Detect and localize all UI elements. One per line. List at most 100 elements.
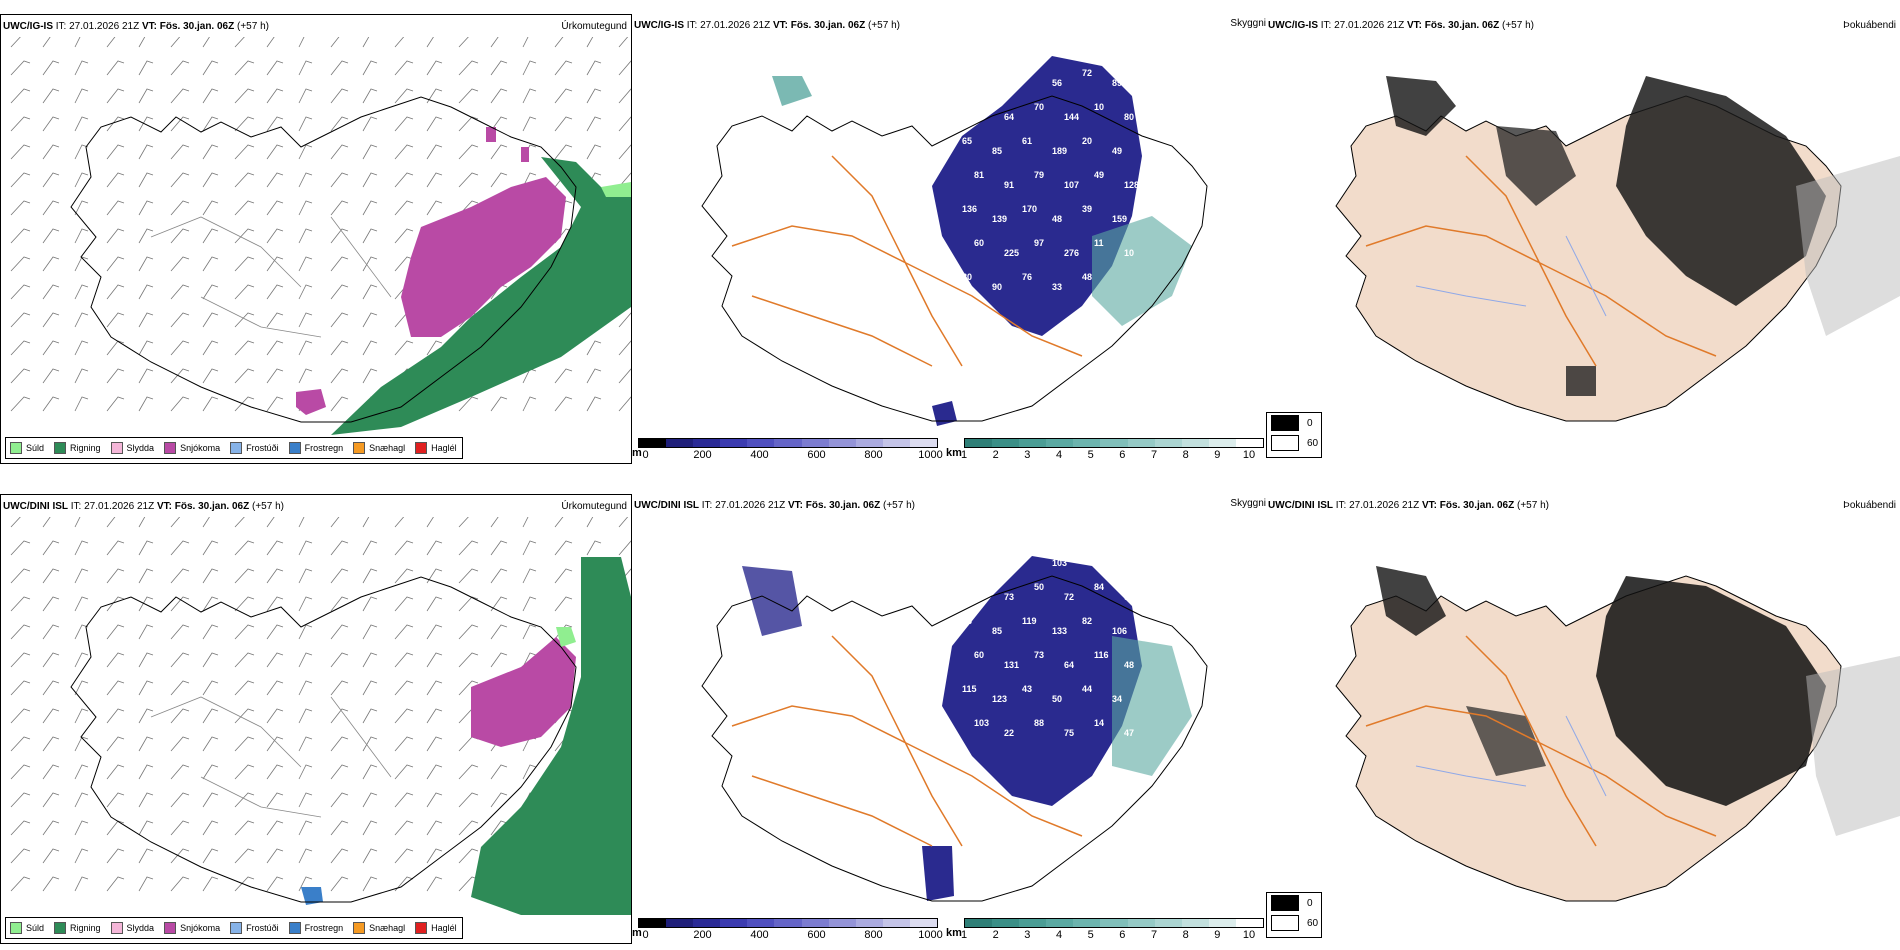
wind-barb [10, 517, 21, 528]
wind-barb [330, 596, 349, 612]
colorbar-swatch [639, 439, 667, 447]
wind-barb [362, 256, 378, 272]
wind-barb [394, 37, 405, 48]
wind-barb [106, 624, 125, 640]
wind-barb [202, 228, 219, 244]
fog-title-top: Þokuábendi [1843, 20, 1896, 31]
wind-barb [298, 172, 313, 188]
wind-barb [202, 60, 219, 76]
wind-barb [490, 517, 499, 528]
colorbar-swatch [965, 919, 993, 927]
wind-barb [42, 284, 60, 300]
wind-barb [554, 37, 564, 48]
wind-barb [394, 624, 414, 640]
legend-item: Snjókoma [164, 442, 220, 454]
wind-barb [170, 876, 190, 892]
wind-barb [138, 200, 154, 216]
wind-barb [330, 60, 349, 76]
wind-barb [618, 172, 631, 188]
wind-barb [458, 37, 469, 48]
ceiling-value-label: 123 [992, 694, 1007, 704]
wind-barb [298, 116, 313, 132]
wind-barb [554, 88, 573, 104]
colorbar-tick-label: 6 [1119, 929, 1126, 941]
wind-barb [202, 540, 219, 556]
ceiling-value-label: 107 [962, 548, 977, 558]
wind-barb [10, 540, 31, 556]
wind-barb [42, 340, 60, 356]
wind-barb [74, 284, 89, 300]
wind-barb [362, 200, 378, 216]
ceiling-value-label: 20 [1082, 136, 1092, 146]
ceiling-value-label: 170 [1022, 204, 1037, 214]
wind-barb [202, 708, 219, 724]
wind-barb [266, 396, 284, 412]
wind-barb [394, 144, 414, 160]
wind-barb [106, 200, 125, 216]
ceiling-header-bottom: UWC/DINI ISL IT: 27.01.2026 21Z VT: Fös.… [634, 500, 915, 511]
wind-barb [458, 624, 479, 640]
wind-barb [10, 340, 31, 356]
wind-barb [138, 37, 146, 48]
wind-barb [234, 736, 255, 752]
colorbar-swatch [1181, 919, 1209, 927]
wind-barb [394, 88, 414, 104]
wind-barb [138, 144, 154, 160]
ceiling-value-label: 84 [1094, 582, 1104, 592]
wind-barb [170, 517, 181, 528]
ceiling-value-label: 116 [1094, 650, 1109, 660]
ceiling-value-label: 189 [1052, 146, 1067, 156]
legend-item: Slydda [110, 922, 154, 934]
ceiling-value-label: 117 [1112, 558, 1127, 568]
wind-barb [330, 517, 340, 528]
wind-barb [106, 596, 125, 612]
colorbar-tick-label: 8 [1182, 449, 1189, 461]
precip-title-top: Úrkomutegund [561, 21, 627, 32]
legend-item: Rigning [54, 922, 101, 934]
colorbar-swatch [720, 439, 748, 447]
precip-legend-bottom: Súld Rigning Slydda Snjókoma Frostúði Fr… [5, 917, 463, 939]
ceiling-title-top: Skyggni [1230, 18, 1266, 29]
wind-barb [266, 596, 284, 612]
wind-barb [170, 37, 181, 48]
wind-barb [106, 517, 116, 528]
wind-barb [394, 596, 414, 612]
wind-barb [458, 736, 479, 752]
wind-barb [202, 792, 219, 808]
wind-barb [202, 396, 219, 412]
wind-barb [138, 396, 154, 412]
wind-barb [554, 596, 573, 612]
colorbar-swatch [882, 919, 910, 927]
wind-barb [298, 312, 313, 328]
fog-map-bottom [1335, 566, 1900, 902]
wind-barb [42, 396, 60, 412]
wind-barb [202, 116, 219, 132]
wind-barb [234, 540, 255, 556]
wind-barb [266, 708, 284, 724]
wind-barb [74, 256, 89, 272]
precip-header-bottom: UWC/DINI ISL IT: 27.01.2026 21Z VT: Fös.… [3, 501, 284, 512]
wind-barb [298, 680, 313, 696]
wind-barb [74, 568, 89, 584]
wind-barb [330, 540, 349, 556]
wind-barb [234, 680, 255, 696]
wind-barb [202, 172, 219, 188]
ceiling-value-label: 43 [1022, 684, 1032, 694]
wind-barb [490, 172, 508, 188]
wind-barb [74, 60, 89, 76]
wind-barb [202, 256, 219, 272]
ceiling-value-label: 15 [962, 68, 972, 78]
wind-barb [10, 368, 31, 384]
wind-barb [522, 652, 537, 668]
wind-barb [490, 820, 508, 836]
wind-barb [10, 708, 31, 724]
wind-barb [330, 652, 349, 668]
wind-barb [106, 652, 125, 668]
wind-barb [138, 596, 154, 612]
colorbar-swatch [1100, 919, 1128, 927]
wind-barb [138, 624, 154, 640]
wind-barb [106, 396, 125, 412]
wind-barb [362, 736, 378, 752]
wind-barb [426, 596, 443, 612]
wind-barb [266, 568, 284, 584]
